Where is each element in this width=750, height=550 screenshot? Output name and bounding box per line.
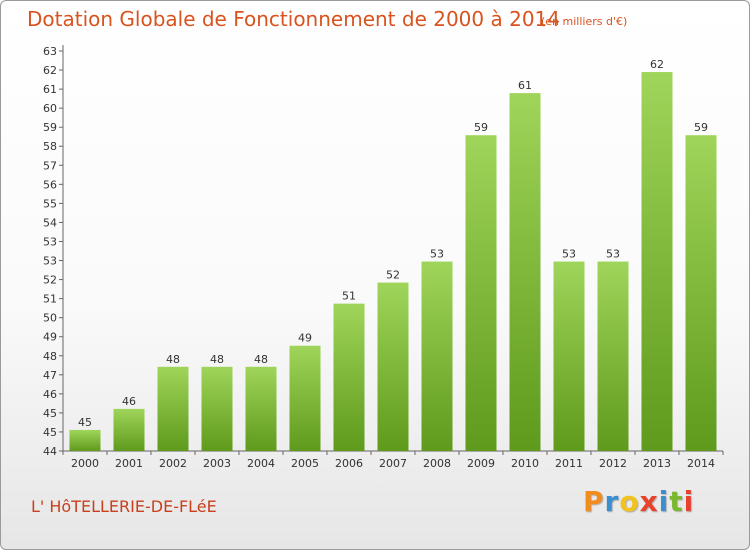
logo-letter: i <box>683 485 695 518</box>
data-label-2003: 48 <box>210 353 224 366</box>
data-label-2007: 52 <box>386 269 400 282</box>
data-label-2011: 53 <box>562 248 576 261</box>
y-tick-label: 62 <box>43 64 57 77</box>
logo-letter: o <box>619 485 640 518</box>
y-tick-label: 63 <box>43 45 57 58</box>
commune-name: L' HôTELLERIE-DE-FLéE <box>31 497 217 516</box>
bar-2014 <box>685 135 717 452</box>
bar-2009 <box>465 135 497 452</box>
bar-2001 <box>113 408 145 451</box>
bar-2006 <box>333 303 365 451</box>
x-tick-label-2004: 2004 <box>247 457 275 470</box>
y-tick-label: 53 <box>43 255 57 268</box>
y-tick-label: 55 <box>43 197 57 210</box>
bar-2011 <box>553 261 585 451</box>
bar-2008 <box>421 261 453 451</box>
y-tick-label: 45 <box>43 426 57 439</box>
x-tick-label-2011: 2011 <box>555 457 583 470</box>
data-label-2012: 53 <box>606 248 620 261</box>
x-tick-label-2013: 2013 <box>643 457 671 470</box>
y-tick-label: 53 <box>43 235 57 248</box>
data-label-2001: 46 <box>122 395 136 408</box>
data-label-2010: 61 <box>518 79 532 92</box>
y-tick-label: 58 <box>43 140 57 153</box>
bar-2013 <box>641 72 673 451</box>
logo-letter: P <box>583 485 605 518</box>
data-label-2009: 59 <box>474 121 488 134</box>
chart-bars: 45 46 48 48 48 49 51 52 53 59 61 53 53 62 59 <box>69 58 717 452</box>
bar-2003 <box>201 366 233 451</box>
x-tick-label-2009: 2009 <box>467 457 495 470</box>
bar-2007 <box>377 282 409 451</box>
logo-letter: x <box>639 485 659 518</box>
y-tick-label: 44 <box>43 445 57 458</box>
y-tick-label: 61 <box>43 83 57 96</box>
x-tick-label-2002: 2002 <box>159 457 187 470</box>
data-label-2006: 51 <box>342 290 356 303</box>
y-tick-label: 45 <box>43 407 57 420</box>
chart-axes: 44 45 45 46 47 48 49 50 51 52 53 53 54 55 56 57 58 59 60 61… <box>43 45 724 470</box>
x-tick-label-2003: 2003 <box>203 457 231 470</box>
x-tick-label-2008: 2008 <box>423 457 451 470</box>
data-label-2013: 62 <box>650 58 664 71</box>
x-tick-label-2006: 2006 <box>335 457 363 470</box>
y-tick-label: 49 <box>43 331 57 344</box>
y-tick-label: 57 <box>43 159 57 172</box>
y-tick-label: 56 <box>43 178 57 191</box>
logo-letter: r <box>604 485 620 518</box>
logo-letter: i <box>658 485 670 518</box>
x-tick-label-2001: 2001 <box>115 457 143 470</box>
chart-unit: (en milliers d'€) <box>541 15 628 28</box>
bar-2005 <box>289 345 321 451</box>
y-tick-label: 60 <box>43 102 57 115</box>
data-label-2014: 59 <box>694 121 708 134</box>
y-tick-label: 59 <box>43 121 57 134</box>
bar-2004 <box>245 366 277 451</box>
y-tick-label: 47 <box>43 369 57 382</box>
logo-letter: t <box>669 485 684 518</box>
y-tick-label: 51 <box>43 293 57 306</box>
x-tick-label-2012: 2012 <box>599 457 627 470</box>
data-label-2008: 53 <box>430 248 444 261</box>
bar-2002 <box>157 366 189 451</box>
data-label-2002: 48 <box>166 353 180 366</box>
x-tick-label-2010: 2010 <box>511 457 539 470</box>
y-tick-label: 46 <box>43 388 57 401</box>
x-tick-label-2007: 2007 <box>379 457 407 470</box>
chart-title: Dotation Globale de Fonctionnement de 20… <box>27 7 560 31</box>
x-tick-label-2014: 2014 <box>687 457 715 470</box>
data-label-2005: 49 <box>298 332 312 345</box>
bar-2000 <box>69 429 101 451</box>
bar-2010 <box>509 93 541 452</box>
x-tick-label-2000: 2000 <box>71 457 99 470</box>
y-tick-label: 52 <box>43 274 57 287</box>
data-label-2004: 48 <box>254 353 268 366</box>
data-label-2000: 45 <box>78 416 92 429</box>
proxiti-logo: Proxiti <box>583 485 694 518</box>
y-tick-label: 48 <box>43 350 57 363</box>
bar-2012 <box>597 261 629 451</box>
x-tick-label-2005: 2005 <box>291 457 319 470</box>
y-tick-label: 50 <box>43 312 57 325</box>
y-tick-label: 54 <box>43 216 57 229</box>
